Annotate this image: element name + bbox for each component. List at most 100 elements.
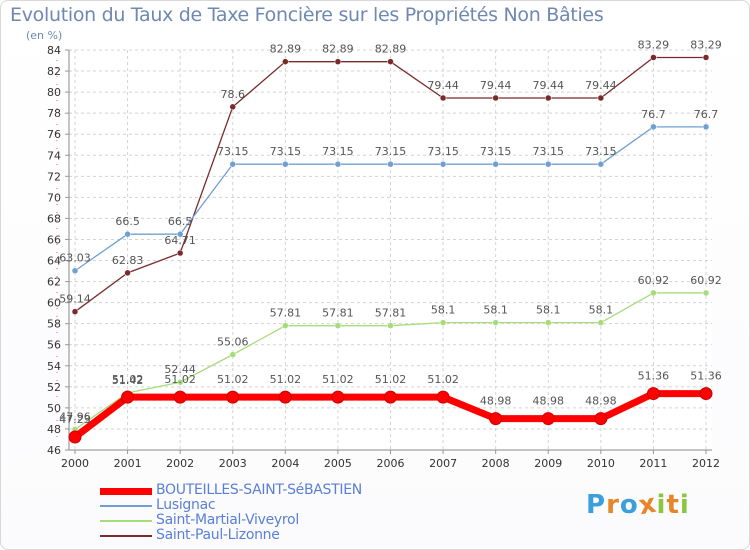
data-label-saint-paul-lizonne: 79.44 [533,79,565,92]
legend-item-saint-paul-lizonne[interactable]: Saint-Paul-Lizonne [100,527,420,544]
data-point-lusignac [650,123,657,131]
data-label-bouteilles-saint-s-bastien: 48.98 [533,395,565,408]
y-tick-label: 52 [47,381,61,394]
data-point-bouteilles-saint-s-bastien [594,412,608,426]
y-tick-label: 80 [47,86,61,99]
data-point-saint-paul-lizonne [597,94,605,102]
data-point-saint-martial-viveyrol [334,322,342,329]
data-label-saint-martial-viveyrol: 52.44 [164,363,196,376]
data-label-lusignac: 73.15 [427,145,459,158]
data-label-saint-martial-viveyrol: 57.81 [270,307,302,320]
data-label-saint-paul-lizonne: 62.83 [112,254,144,267]
legend-label: Saint-Paul-Lizonne [156,527,280,543]
data-point-lusignac [229,160,236,168]
x-tick-label: 2007 [429,457,457,470]
x-tick-label: 2012 [692,457,720,470]
legend-swatch [100,488,152,495]
y-tick-label: 58 [47,318,61,331]
data-point-bouteilles-saint-s-bastien [699,387,713,401]
legend-label: Lusignac [156,497,216,513]
x-tick-label: 2010 [587,457,615,470]
data-label-bouteilles-saint-s-bastien: 51.36 [638,370,670,383]
data-point-lusignac [124,230,131,238]
data-point-lusignac [702,123,710,131]
logo-letter: r [606,490,620,520]
legend-swatch [100,535,152,537]
data-label-lusignac: 73.15 [270,145,302,158]
data-point-saint-martial-viveyrol [439,319,447,326]
y-tick-label: 54 [47,360,61,373]
data-label-saint-paul-lizonne: 82.89 [375,43,407,56]
data-point-saint-martial-viveyrol [282,322,289,329]
chart-title: Evolution du Taux de Taxe Foncière sur l… [10,4,604,26]
data-point-saint-martial-viveyrol [176,378,184,386]
data-label-bouteilles-saint-s-bastien: 51.02 [427,373,459,386]
data-label-saint-martial-viveyrol: 51.42 [112,374,144,387]
legend-label: BOUTEILLES-SAINT-SéBASTIEN [156,482,362,498]
logo-letter: P [586,490,607,520]
data-point-lusignac [492,160,499,168]
x-tick-label: 2001 [114,457,142,470]
data-label-lusignac: 76.7 [641,108,666,121]
data-point-lusignac [597,160,605,168]
data-label-bouteilles-saint-s-bastien: 51.02 [112,373,144,386]
legend-label: Saint-Martial-Viveyrol [156,512,299,528]
data-point-saint-paul-lizonne [387,58,394,65]
data-labels: 59.14 62.83 64.71 78.6 82.89 82.89 82.89 79.44 7… [59,38,722,426]
data-point-saint-paul-lizonne [650,54,657,61]
legend-swatch [100,505,152,507]
y-tick-label: 78 [47,107,61,120]
data-point-lusignac [545,160,552,168]
logo-letter: t [666,490,680,520]
chart-subtitle: (en %) [26,29,63,42]
x-tick-label: 2000 [61,457,89,470]
y-tick-label: 74 [47,149,61,162]
data-label-saint-martial-viveyrol: 57.81 [322,307,354,320]
data-label-bouteilles-saint-s-bastien: 48.98 [480,395,512,408]
data-label-saint-martial-viveyrol: 47.96 [59,410,91,423]
legend-item-saint-martial-viveyrol[interactable]: Saint-Martial-Viveyrol [100,512,420,529]
y-tick-label: 48 [47,423,61,436]
grid-lines [69,49,712,451]
data-point-saint-paul-lizonne [176,249,184,257]
data-point-lusignac [334,160,342,168]
legend-swatch [100,520,152,522]
y-tick-label: 68 [47,212,61,225]
y-tick-label: 70 [47,191,61,204]
logo-letter: i [656,490,667,520]
data-point-bouteilles-saint-s-bastien [173,390,187,404]
data-point-bouteilles-saint-s-bastien [121,390,135,404]
data-label-saint-paul-lizonne: 79.44 [585,79,617,92]
data-point-saint-paul-lizonne [124,269,131,277]
legend: BOUTEILLES-SAINT-SéBASTIEN Lusignac Sain… [100,482,420,544]
y-tick-label: 46 [47,444,61,457]
data-point-lusignac [439,160,447,168]
data-point-saint-martial-viveyrol [597,319,605,326]
legend-item-bouteilles[interactable]: BOUTEILLES-SAINT-SéBASTIEN [100,482,420,499]
y-tick-label: 84 [47,44,61,57]
data-point-lusignac [176,230,184,238]
data-label-bouteilles-saint-s-bastien: 48.98 [585,395,617,408]
series-layer [68,54,713,444]
legend-item-lusignac[interactable]: Lusignac [100,497,420,514]
data-point-saint-paul-lizonne [545,94,552,102]
data-label-lusignac: 73.15 [533,145,565,158]
data-label-saint-paul-lizonne: 83.29 [690,38,722,51]
data-point-saint-martial-viveyrol [650,289,657,297]
y-tick-label: 60 [47,297,61,310]
data-point-bouteilles-saint-s-bastien [436,390,450,404]
data-point-saint-martial-viveyrol [387,322,394,329]
data-label-lusignac: 73.15 [480,145,512,158]
data-label-bouteilles-saint-s-bastien: 47.23 [59,413,91,426]
data-label-saint-paul-lizonne: 82.89 [270,43,302,56]
data-point-saint-paul-lizonne [71,308,79,315]
x-tick-label: 2011 [639,457,667,470]
x-tick-label: 2005 [324,457,352,470]
data-label-saint-paul-lizonne: 82.89 [322,43,354,56]
data-label-bouteilles-saint-s-bastien: 51.02 [270,373,302,386]
data-label-lusignac: 66.5 [168,215,193,228]
proxiti-logo: Proxiti [586,489,690,522]
data-point-bouteilles-saint-s-bastien [541,412,555,426]
data-label-saint-paul-lizonne: 79.44 [480,79,512,92]
data-point-bouteilles-saint-s-bastien [489,412,503,426]
